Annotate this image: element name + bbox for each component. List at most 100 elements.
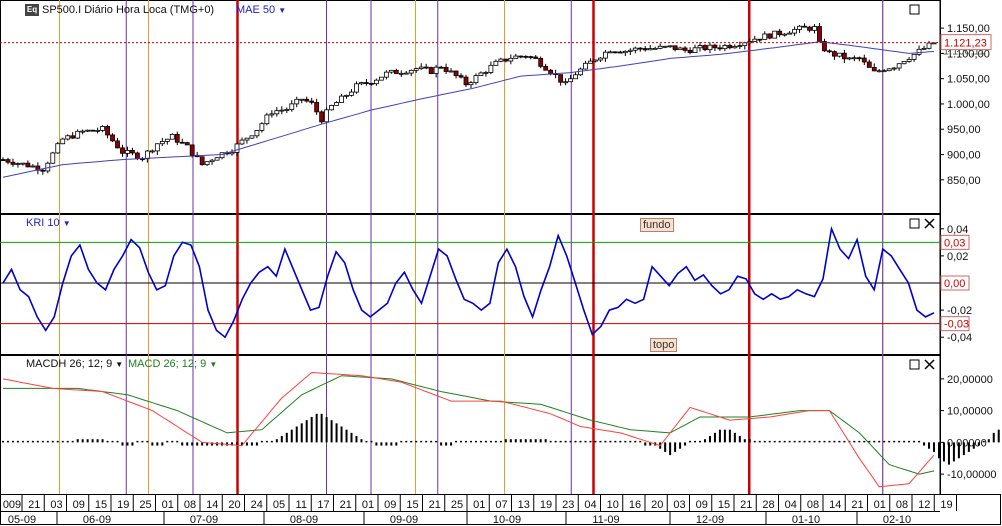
candle-body bbox=[284, 109, 290, 111]
eq-icon[interactable]: Eq bbox=[25, 4, 39, 16]
macd-hist-bar bbox=[111, 440, 114, 443]
macd-hist-bar bbox=[748, 439, 751, 443]
macd-hist-bar bbox=[460, 440, 463, 443]
candle-body bbox=[100, 126, 105, 131]
candle-body bbox=[737, 45, 743, 48]
x-tick-label-day: 09 bbox=[696, 499, 708, 511]
candle-body bbox=[607, 51, 613, 54]
macd-hist-bar bbox=[569, 440, 572, 443]
macd-hist-bar bbox=[893, 440, 896, 443]
candle-body bbox=[70, 135, 76, 139]
macd-hist-bar bbox=[2, 440, 4, 443]
candle-body bbox=[822, 41, 827, 52]
candle-body bbox=[612, 51, 618, 54]
candle-body bbox=[294, 98, 300, 105]
kri-line bbox=[2, 225, 935, 339]
macd-hist-bar bbox=[713, 432, 716, 443]
candle-body bbox=[861, 57, 867, 63]
macd-hist-bar bbox=[604, 440, 607, 443]
kri-level-label: 0,00 bbox=[944, 278, 965, 290]
macd-hist-bar bbox=[679, 442, 682, 449]
macd-hist-bar bbox=[335, 423, 338, 443]
candle-body bbox=[433, 66, 439, 74]
candle-body bbox=[179, 141, 185, 144]
candle-body bbox=[443, 66, 449, 72]
macd-hist-bar bbox=[370, 440, 373, 443]
macd-hist-bar bbox=[196, 442, 199, 446]
kri-indicator-text: KRI 10 bbox=[26, 217, 60, 229]
candle-body bbox=[254, 130, 260, 137]
candle-body bbox=[657, 45, 663, 49]
chevron-down-icon: ▼ bbox=[62, 219, 71, 228]
x-tick-label-month: 09-09 bbox=[390, 514, 418, 526]
candle-body bbox=[274, 110, 280, 115]
macd-hist-bar bbox=[315, 413, 318, 443]
candle-body bbox=[727, 45, 733, 49]
macd-hist-bar bbox=[913, 440, 916, 443]
macd-hist-bar bbox=[410, 440, 413, 443]
macd-hist-bar bbox=[664, 442, 667, 452]
macd-hist-bar bbox=[201, 442, 204, 446]
chevron-down-icon: ▼ bbox=[115, 360, 124, 369]
candle-body bbox=[428, 67, 434, 74]
candle-body bbox=[373, 79, 379, 85]
macd-hist-bar bbox=[923, 442, 926, 446]
macd-hist-bar bbox=[126, 442, 129, 446]
candle-body bbox=[319, 111, 325, 123]
macd-hist-bar bbox=[310, 416, 313, 443]
x-tick-label-month: 11-09 bbox=[592, 514, 619, 526]
macd-hist-bar bbox=[151, 442, 154, 446]
candle-body bbox=[807, 26, 812, 31]
candle-body bbox=[269, 113, 275, 116]
candle-body bbox=[259, 123, 265, 131]
candle-body bbox=[219, 152, 225, 159]
macd-hist-bar bbox=[71, 440, 74, 443]
macd-hist-bar bbox=[255, 442, 258, 446]
candle-body bbox=[334, 102, 339, 106]
x-tick-label-day: 11 bbox=[296, 499, 307, 511]
macd-hist-bar bbox=[689, 440, 692, 443]
macd-hist-bar bbox=[928, 442, 931, 449]
kri-level-label: 0,03 bbox=[944, 237, 965, 249]
candle-body bbox=[603, 51, 608, 59]
x-tick-label-day: 08 bbox=[807, 499, 819, 511]
macd-hist-bar bbox=[11, 440, 14, 443]
macd-indicator-label[interactable]: MACD 26; 12; 9 ▼ bbox=[128, 358, 217, 370]
macdh-indicator-label[interactable]: MACDH 26; 12; 9 ▼ bbox=[26, 358, 123, 370]
candle-body bbox=[10, 161, 16, 165]
candle-body bbox=[757, 38, 763, 41]
macd-hist-bar bbox=[101, 439, 104, 443]
macd-hist-bar bbox=[649, 442, 652, 446]
macd-hist-bar bbox=[813, 440, 816, 443]
candle-body bbox=[598, 57, 603, 61]
macd-hist-bar bbox=[594, 440, 597, 443]
macd-hist-bar bbox=[584, 440, 587, 443]
x-tick-label-day: 07 bbox=[495, 499, 507, 511]
kri-level-label: -0,03 bbox=[944, 319, 969, 331]
macd-hist-bar bbox=[589, 440, 592, 443]
kri-indicator-label[interactable]: KRI 10 ▼ bbox=[26, 217, 71, 229]
y-tick-label: 0,04 bbox=[947, 224, 968, 236]
macd-hist-bar bbox=[56, 440, 59, 443]
candle-body bbox=[891, 67, 897, 70]
candle-body bbox=[702, 45, 708, 51]
candle-body bbox=[393, 69, 399, 75]
candle-body bbox=[30, 165, 36, 168]
macd-hist-bar bbox=[499, 440, 502, 443]
macd-hist-bar bbox=[250, 442, 253, 446]
candle-body bbox=[682, 47, 688, 51]
x-tick-label-month: 01-10 bbox=[792, 514, 820, 526]
macd-hist-bar bbox=[873, 440, 876, 443]
macd-hist-bar bbox=[131, 442, 134, 446]
candle-body bbox=[622, 50, 628, 54]
ma-indicator-label[interactable]: MAE 50 ▼ bbox=[236, 4, 286, 16]
candle-body bbox=[463, 76, 469, 86]
x-tick-label-day: 14 bbox=[206, 499, 218, 511]
candle-body bbox=[209, 159, 215, 163]
macd-hist-bar bbox=[16, 440, 19, 443]
macd-hist-bar bbox=[823, 440, 826, 443]
y-tick-label: 1.000,00 bbox=[947, 99, 990, 111]
x-tick-label-day: 03 bbox=[50, 499, 62, 511]
candle-body bbox=[493, 60, 499, 66]
macd-hist-bar bbox=[171, 440, 174, 443]
